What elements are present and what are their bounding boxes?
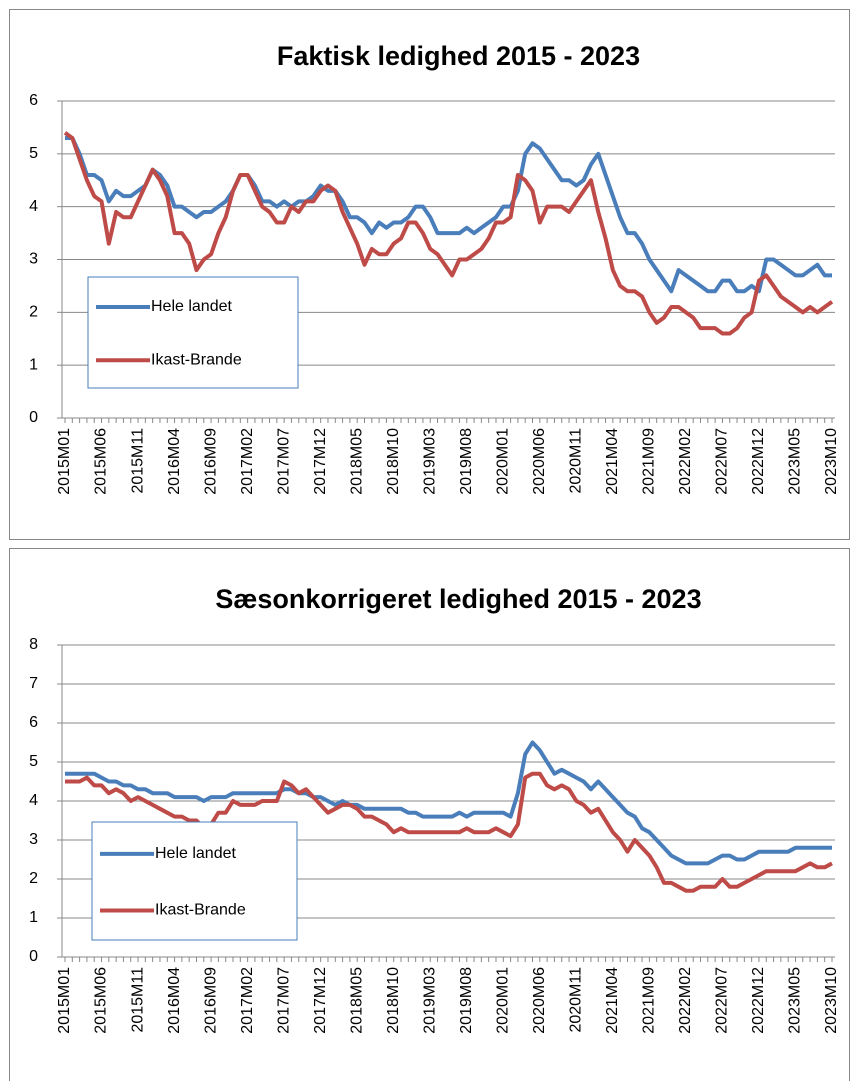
x-tick-label: 2020M06 [531, 967, 548, 1034]
x-tick-label: 2018M05 [348, 428, 365, 495]
chart-title: Faktisk ledighed 2015 - 2023 [277, 41, 640, 71]
x-tick-label: 2015M06 [93, 428, 110, 495]
y-tick-label: 1 [29, 909, 38, 926]
x-tick-label: 2017M07 [275, 967, 292, 1034]
x-tick-label: 2020M01 [495, 428, 512, 495]
x-tick-label: 2018M10 [385, 428, 402, 495]
x-tick-label: 2023M10 [823, 967, 840, 1034]
chart-frame [9, 9, 850, 540]
series-line [65, 771, 833, 893]
x-tick-label: 2015M06 [93, 967, 110, 1034]
chart: Faktisk ledighed 2015 - 2023 0 1 2 3 4 5 6 2015M… [9, 9, 850, 540]
x-tick-label: 2020M11 [568, 428, 585, 494]
legend-box [87, 276, 299, 389]
x-tick-label: 2018M10 [385, 967, 402, 1034]
legend-box [91, 821, 298, 941]
y-tick-label: 7 [29, 675, 38, 692]
x-tick-label: 2020M06 [531, 428, 548, 495]
x-tick-label: 2023M10 [823, 428, 840, 495]
x-tick-label: 2021M09 [641, 428, 658, 495]
legend-label: Hele landet [151, 298, 233, 315]
series-line [65, 740, 832, 866]
y-tick-label: 2 [29, 870, 38, 887]
x-tick-label: 2016M04 [166, 967, 183, 1034]
series-line [63, 131, 834, 336]
y-tick-label: 5 [29, 145, 38, 162]
x-tick-label: 2023M05 [787, 428, 804, 495]
legend-label: Ikast-Brande [151, 351, 242, 368]
x-tick-label: 2018M05 [348, 967, 365, 1034]
x-tick-label: 2022M12 [750, 967, 767, 1034]
x-tick-label: 2016M09 [202, 428, 219, 495]
x-tick-label: 2022M12 [750, 428, 767, 495]
x-tick-label: 2015M11 [129, 967, 146, 1033]
y-tick-label: 0 [29, 948, 38, 965]
x-tick-label: 2022M02 [677, 428, 694, 495]
y-tick-label: 4 [29, 792, 38, 809]
x-tick-label: 2019M08 [458, 967, 475, 1034]
x-tick-label: 2020M01 [495, 967, 512, 1034]
x-tick-label: 2022M07 [714, 967, 731, 1034]
y-tick-label: 3 [29, 831, 38, 848]
x-tick-label: 2021M04 [604, 967, 621, 1034]
x-tick-label: 2023M05 [787, 967, 804, 1034]
x-tick-label: 2017M12 [312, 428, 329, 495]
x-tick-label: 2015M11 [129, 428, 146, 494]
y-tick-label: 1 [29, 356, 38, 373]
x-tick-label: 2022M02 [677, 967, 694, 1034]
y-tick-label: 6 [29, 92, 38, 109]
x-tick-label: 2019M03 [421, 428, 438, 495]
x-tick-label: 2017M02 [239, 967, 256, 1034]
y-tick-label: 5 [29, 753, 38, 770]
y-tick-label: 8 [29, 636, 38, 653]
x-tick-label: 2020M11 [568, 967, 585, 1033]
legend-label: Ikast-Brande [155, 902, 246, 919]
x-tick-label: 2021M09 [641, 967, 658, 1034]
x-tick-label: 2015M01 [56, 428, 73, 495]
x-tick-label: 2019M08 [458, 428, 475, 495]
y-tick-label: 2 [29, 304, 38, 321]
x-tick-label: 2015M01 [56, 967, 73, 1034]
chart-title: Sæsonkorrigeret ledighed 2015 - 2023 [215, 584, 701, 614]
x-tick-label: 2022M07 [714, 428, 731, 495]
x-tick-label: 2017M07 [275, 428, 292, 495]
y-tick-label: 3 [29, 251, 38, 268]
x-tick-label: 2016M09 [202, 967, 219, 1034]
y-tick-label: 6 [29, 714, 38, 731]
x-tick-label: 2021M04 [604, 428, 621, 495]
y-tick-label: 0 [29, 409, 38, 426]
series-line [65, 135, 832, 294]
x-tick-label: 2017M02 [239, 428, 256, 495]
legend-label: Hele landet [155, 845, 237, 862]
y-tick-label: 4 [29, 198, 38, 215]
x-tick-label: 2019M03 [421, 967, 438, 1034]
chart: Sæsonkorrigeret ledighed 2015 - 2023 0 1 2 3… [9, 548, 850, 1081]
x-tick-label: 2016M04 [166, 428, 183, 495]
x-tick-label: 2017M12 [312, 967, 329, 1034]
